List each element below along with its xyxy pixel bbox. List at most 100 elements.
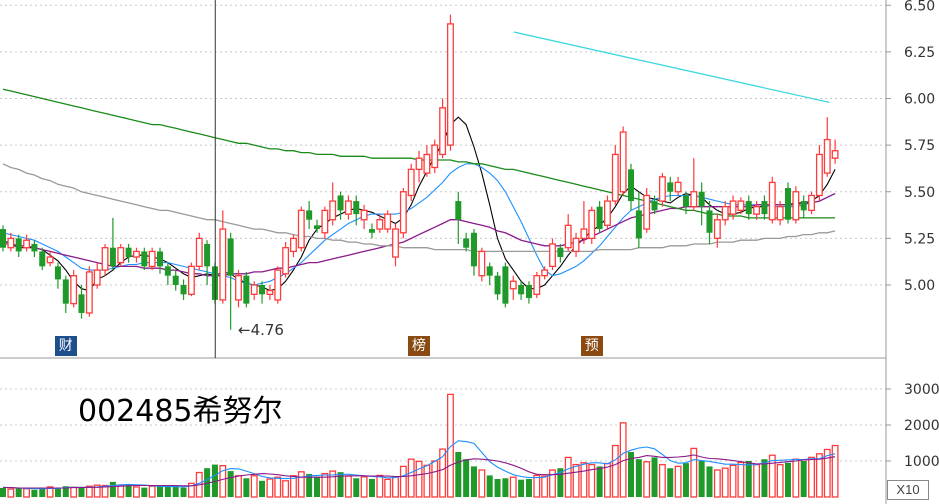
candle-body-down (259, 285, 266, 295)
volume-bar-up (219, 465, 227, 498)
volume-bar-up (46, 486, 54, 498)
price-tick-label: 5.00 (904, 278, 935, 294)
volume-bar-up (768, 454, 776, 498)
volume-bar-up (792, 458, 800, 498)
event-marker-badge[interactable]: 财 (54, 336, 77, 356)
volume-bar-up (549, 469, 556, 498)
candle-body-up (219, 228, 227, 301)
candle-body-down (745, 201, 752, 215)
candle-body-up (235, 275, 242, 301)
volume-bar-up (823, 448, 831, 498)
volume-bar-up (407, 458, 415, 498)
candle-body-down (596, 206, 603, 230)
low-price-annotation: ←4.76 (238, 321, 284, 339)
candle-body-up (46, 256, 54, 264)
candle-body-up (690, 191, 698, 208)
candle-body-down (0, 229, 6, 248)
candle-body-up (297, 209, 305, 249)
candle-body-up (384, 213, 392, 230)
volume-bar-down (596, 466, 603, 497)
volume-bar-up (721, 467, 729, 498)
candle-body-up (23, 239, 30, 249)
candle-body-up (580, 228, 588, 240)
volume-bar-down (157, 485, 163, 497)
volume-bar-down (471, 466, 477, 497)
candle-body-up (148, 250, 156, 267)
candle-body-up (423, 153, 431, 174)
candle-body-up (619, 131, 627, 193)
volume-bar-up (439, 448, 447, 498)
volume-bar-down (306, 473, 313, 497)
candle-body-up (572, 237, 580, 253)
overlay-lines (214, 0, 830, 358)
price-tick-label: 6.25 (904, 45, 935, 61)
volume-bar-up (7, 488, 15, 498)
volume-bar-down (0, 488, 6, 497)
volume-bar-down (368, 479, 375, 497)
volume-bar-up (776, 463, 784, 498)
volume-bar-up (117, 484, 125, 498)
volume-bar-down (651, 457, 658, 497)
volume-bar-up (815, 453, 823, 498)
volume-bar-up (132, 486, 140, 498)
volume-bar-up (690, 447, 698, 498)
candle-body-up (360, 209, 368, 221)
candle-body-up (376, 219, 384, 230)
candle-body-down (518, 285, 525, 295)
volume-axis: 30000 20000 10000 (886, 382, 939, 470)
volume-tick-label: 20000 (904, 418, 939, 434)
volume-bar-down (243, 478, 250, 497)
volume-bar-up (729, 464, 737, 498)
candle-body-down (109, 247, 116, 267)
candle-body-up (831, 150, 839, 159)
candle-body-up (643, 194, 651, 230)
volume-bar-down (141, 487, 148, 497)
event-marker-badge[interactable]: 预 (580, 336, 603, 356)
candle-body-down (698, 191, 705, 207)
price-tick-label: 5.50 (904, 185, 935, 201)
candle-body-down (78, 294, 85, 313)
candle-body-down (455, 201, 462, 220)
candle-body-down (353, 201, 360, 215)
candle-body-up (274, 269, 282, 301)
volume-bar-up (399, 465, 407, 498)
candle-body-up (815, 153, 823, 197)
zoom-level-button[interactable]: X10 (887, 480, 929, 500)
candle-body-down (62, 279, 69, 304)
volume-bar-down (62, 486, 69, 497)
volume-bar-up (431, 460, 439, 498)
candlesticks (0, 14, 839, 330)
volume-bar-up (187, 482, 195, 498)
candle-body-down (761, 201, 768, 215)
candle-body-up (753, 206, 761, 215)
volume-bar-down (164, 486, 171, 497)
candle-body-down (486, 266, 493, 276)
volume-bar-up (674, 465, 682, 498)
candle-body-up (533, 275, 541, 295)
candle-body-up (808, 194, 815, 212)
volume-bar-up (446, 393, 454, 498)
volume-bar-down (557, 468, 564, 497)
volume-bar-up (392, 476, 399, 498)
candle-body-up (588, 209, 596, 240)
volume-bar-up (360, 476, 368, 498)
moving-average-lines (2, 88, 836, 292)
volume-bar-down (525, 479, 532, 497)
volume-bar-up (344, 475, 352, 498)
candle-body-up (132, 250, 140, 258)
candle-body-down (180, 285, 187, 295)
volume-bar-down (204, 468, 211, 497)
candle-body-down (54, 266, 61, 280)
candle-body-down (557, 247, 564, 258)
candle-body-up (289, 237, 297, 253)
volume-bar-down (698, 461, 705, 497)
candle-body-down (227, 238, 234, 276)
volume-bar-up (588, 463, 596, 498)
event-marker-badge[interactable]: 榜 (408, 336, 431, 356)
volume-bar-down (800, 461, 807, 497)
price-tick-label: 5.75 (904, 138, 935, 154)
candle-body-down (635, 210, 642, 239)
candle-body-up (737, 200, 745, 212)
volume-tick-label: 30000 (904, 382, 939, 398)
volume-bar-down (785, 462, 791, 497)
